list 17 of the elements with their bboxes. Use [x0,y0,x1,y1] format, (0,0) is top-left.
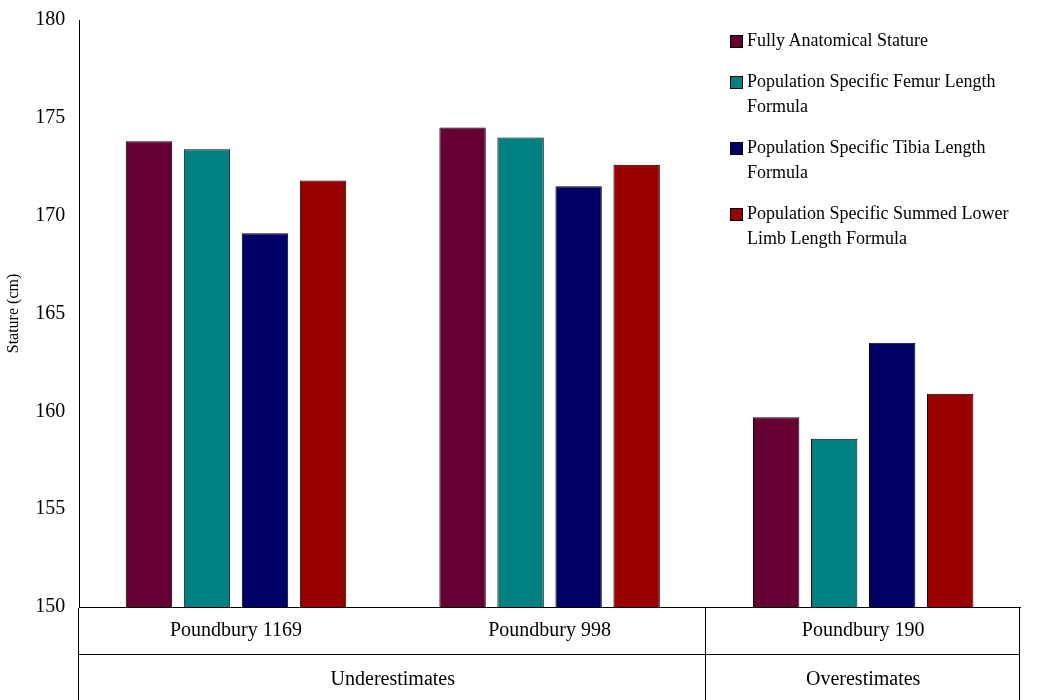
x-tick-label: Poundbury 998 [488,618,611,642]
y-tick-label: 165 [35,300,66,323]
y-tick-label: 160 [35,398,66,421]
legend-label: Fully Anatomical Stature [747,29,928,52]
y-axis-title: Stature (cm) [3,273,22,354]
legend-label: Population Specific Femur Length Formula [747,70,997,118]
y-tick-label: 150 [35,594,66,617]
legend-label: Population Specific Tibia Length Formula [747,136,987,184]
text: Overestimates [806,667,921,690]
legend-label: Population Specific Summed Lower Limb Length Formula [747,202,1010,250]
x-tick-label: Poundbury 190 [801,618,925,642]
x-tick-label: Poundbury 1169 [169,618,303,642]
text: Underestimates [330,667,456,690]
y-tick-label: 155 [35,496,66,519]
y-tick-label: 170 [35,202,66,225]
y-tick-label: 175 [35,105,66,128]
y-tick-label: 180 [35,7,66,30]
